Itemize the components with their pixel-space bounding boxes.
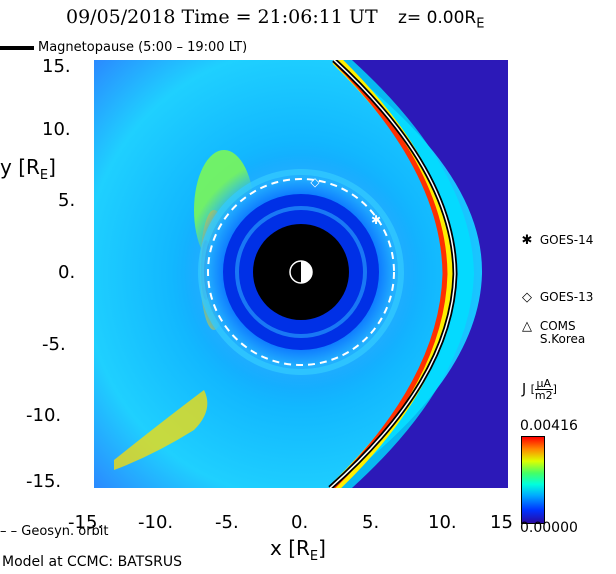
asterisk-icon: ✱	[521, 233, 533, 248]
model-credit: Model at CCMC: BATSRUS	[2, 554, 182, 570]
y-tick: 10.	[42, 119, 71, 140]
goes-13-marker[interactable]: ◇	[310, 175, 320, 189]
satellite-name: GOES-14	[539, 233, 594, 247]
x-tick: -10.	[138, 512, 174, 533]
magnetopause-legend-text: Magnetopause (5:00 – 19:00 LT)	[38, 40, 248, 55]
outer-current-band	[334, 60, 475, 488]
earth-dayside	[301, 261, 312, 283]
x-axis-label: x [RE]	[270, 536, 326, 564]
diamond-icon: ◇	[522, 290, 532, 305]
tail-current-streak	[114, 390, 208, 470]
x-tick: -5.	[215, 512, 239, 533]
x-tick: 15	[490, 512, 513, 533]
geosync-orbit	[207, 178, 395, 366]
colorbar	[521, 436, 545, 524]
magnetopause-current-red	[330, 60, 448, 488]
y-tick: -10.	[26, 405, 62, 426]
y-tick: 15.	[42, 56, 71, 77]
magnetopause-line-inner	[329, 60, 456, 488]
satellite-name-line2: S.Korea	[539, 332, 586, 346]
colorbar-max: 0.00416	[520, 418, 578, 434]
goes-14-marker[interactable]: ✱	[371, 213, 381, 227]
colorbar-label: J [μA m2]	[522, 377, 557, 402]
ring-current-band	[198, 169, 404, 375]
x-tick: -15.	[68, 512, 104, 533]
x-tick: 5.	[362, 512, 380, 533]
magnetopause-legend-line	[0, 46, 34, 50]
z-plane-label: z= 0.00RE	[398, 8, 485, 32]
satellite-name: GOES-13	[539, 290, 594, 304]
inner-ring-current	[235, 206, 367, 338]
y-tick: 0.	[58, 262, 76, 283]
satellite-name: COMS	[539, 319, 576, 333]
satellite-legend-goes-14: ✱ GOES-14	[518, 233, 594, 248]
date-time-title: 09/05/2018 Time = 21:06:11 UT	[66, 6, 378, 28]
satellite-legend-coms: △ COMS S.Korea	[518, 320, 585, 346]
colorbar-min: 0.00000	[520, 520, 578, 536]
plot-svg: ◇ ✱	[94, 60, 508, 488]
geosync-legend: – – Geosyn. orbit	[0, 524, 109, 539]
current-density-plot[interactable]: ◇ ✱	[94, 60, 508, 488]
x-tick: 10.	[428, 512, 457, 533]
y-tick: -15.	[26, 471, 62, 492]
y-tick: 5.	[58, 190, 76, 211]
y-tick: -5.	[42, 334, 66, 355]
x-tick: 0.	[291, 512, 309, 533]
triangle-icon: △	[522, 319, 532, 334]
satellite-legend-goes-13: ◇ GOES-13	[518, 290, 594, 305]
y-axis-label: y [RE]	[0, 155, 56, 183]
solar-wind-region	[332, 60, 508, 488]
